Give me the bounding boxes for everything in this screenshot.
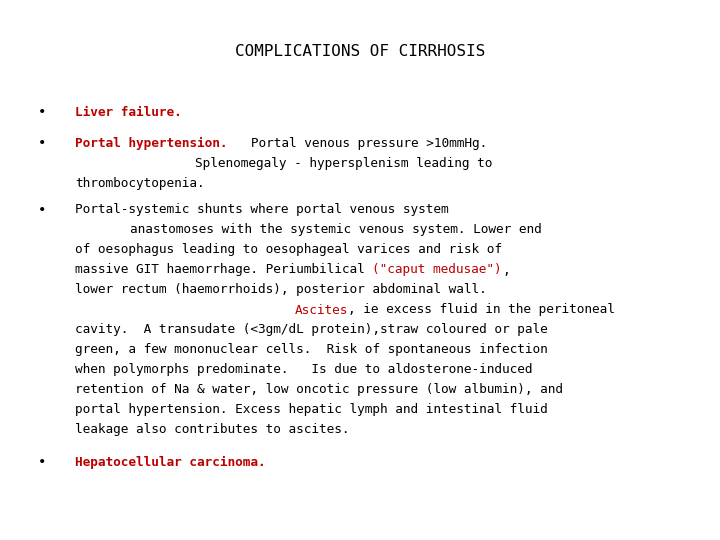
Text: of oesophagus leading to oesophageal varices and risk of: of oesophagus leading to oesophageal var… [75,244,502,256]
Text: thrombocytopenia.: thrombocytopenia. [75,177,204,190]
Text: Portal venous pressure >10mmHg.: Portal venous pressure >10mmHg. [228,137,487,150]
Text: Hepatocellular carcinoma.: Hepatocellular carcinoma. [75,455,266,469]
Text: retention of Na & water, low oncotic pressure (low albumin), and: retention of Na & water, low oncotic pre… [75,383,563,396]
Text: Liver failure.: Liver failure. [75,105,181,118]
Text: COMPLICATIONS OF CIRRHOSIS: COMPLICATIONS OF CIRRHOSIS [235,44,485,59]
Text: , ie excess fluid in the peritoneal: , ie excess fluid in the peritoneal [348,303,616,316]
Text: •: • [38,203,46,217]
Text: Ascites: Ascites [295,303,348,316]
Text: •: • [38,136,46,150]
Text: green, a few mononuclear cells.  Risk of spontaneous infection: green, a few mononuclear cells. Risk of … [75,343,548,356]
Text: massive GIT haemorrhage. Periumbilical: massive GIT haemorrhage. Periumbilical [75,264,372,276]
Text: Portal-systemic shunts where portal venous system: Portal-systemic shunts where portal veno… [75,204,449,217]
Text: cavity.  A transudate (<3gm/dL protein),straw coloured or pale: cavity. A transudate (<3gm/dL protein),s… [75,323,548,336]
Text: Portal hypertension.: Portal hypertension. [75,137,228,150]
Text: lower rectum (haemorrhoids), posterior abdominal wall.: lower rectum (haemorrhoids), posterior a… [75,284,487,296]
Text: portal hypertension. Excess hepatic lymph and intestinal fluid: portal hypertension. Excess hepatic lymp… [75,403,548,416]
Text: Splenomegaly - hypersplenism leading to: Splenomegaly - hypersplenism leading to [195,157,492,170]
Text: leakage also contributes to ascites.: leakage also contributes to ascites. [75,423,349,436]
Text: anastomoses with the systemic venous system. Lower end: anastomoses with the systemic venous sys… [130,224,541,237]
Text: when polymorphs predominate.   Is due to aldosterone-induced: when polymorphs predominate. Is due to a… [75,363,533,376]
Text: ("caput medusae"): ("caput medusae") [372,264,502,276]
Text: •: • [38,455,46,469]
Text: •: • [38,105,46,119]
Text: ,: , [502,264,510,276]
